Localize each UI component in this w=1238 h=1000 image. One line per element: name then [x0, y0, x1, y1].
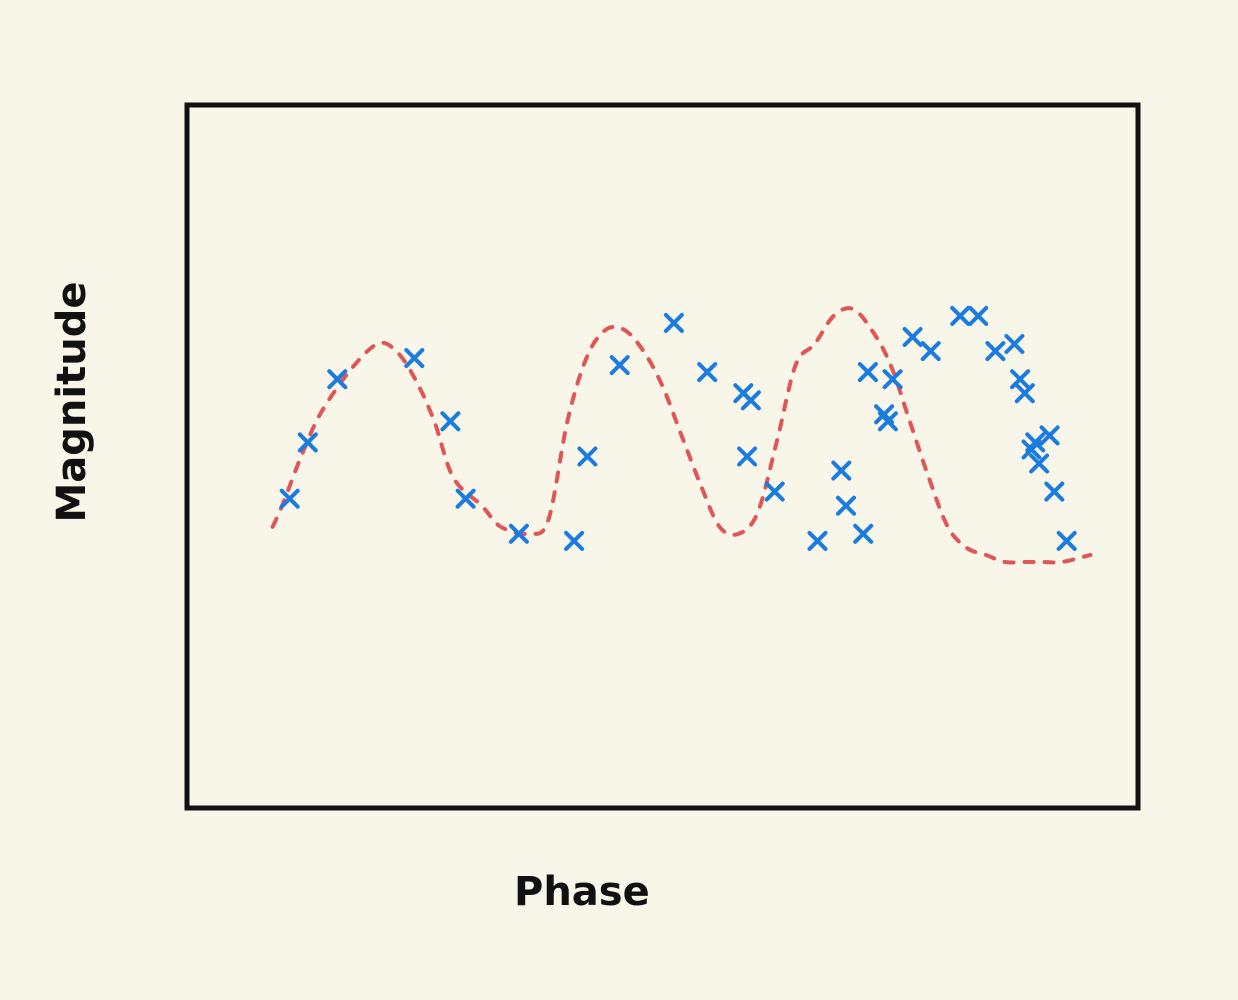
data-point-marker — [609, 355, 630, 376]
marker-stroke — [857, 362, 878, 383]
marker-stroke — [297, 432, 318, 453]
x-axis-label: Phase — [514, 869, 650, 915]
data-point-marker — [577, 446, 598, 467]
marker-stroke — [807, 530, 828, 551]
data-point-marker — [874, 404, 895, 425]
data-point-marker — [831, 460, 852, 481]
data-point-marker — [740, 390, 761, 411]
marker-stroke — [764, 481, 785, 502]
marker-stroke — [882, 369, 903, 390]
marker-stroke — [740, 390, 761, 411]
marker-stroke — [404, 348, 425, 369]
marker-stroke — [1044, 481, 1065, 502]
marker-stroke — [609, 355, 630, 376]
marker-stroke — [1039, 425, 1060, 446]
data-point-marker — [1044, 481, 1065, 502]
marker-stroke — [279, 488, 300, 509]
marker-stroke — [327, 369, 348, 390]
marker-stroke — [455, 488, 476, 509]
data-point-marker — [853, 523, 874, 544]
data-point-marker — [836, 495, 856, 516]
series-layer — [270, 305, 1093, 565]
marker-stroke — [697, 362, 718, 383]
marker-stroke — [920, 341, 941, 362]
marker-stroke — [1029, 453, 1050, 474]
data-point-marker — [1029, 453, 1050, 474]
data-point-marker — [950, 305, 971, 326]
data-point-marker — [327, 369, 348, 390]
data-point-marker — [697, 362, 718, 383]
data-point-marker — [882, 369, 903, 390]
marker-stroke — [831, 460, 852, 481]
marker-stroke — [440, 411, 461, 432]
data-point-marker — [404, 348, 425, 369]
data-point-marker — [857, 362, 878, 383]
marker-stroke — [985, 341, 1006, 362]
marker-stroke — [1004, 334, 1025, 354]
data-point-marker — [1004, 334, 1025, 354]
data-point-marker — [564, 530, 585, 551]
marker-stroke — [508, 523, 529, 544]
data-point-marker — [1025, 432, 1046, 453]
data-point-marker — [455, 488, 476, 509]
data-point-marker — [663, 312, 684, 333]
data-point-marker — [764, 481, 785, 502]
marker-stroke — [1010, 369, 1031, 390]
data-point-marker — [279, 488, 300, 509]
marker-stroke — [877, 411, 898, 432]
data-point-marker — [968, 305, 989, 326]
data-point-marker — [902, 327, 923, 347]
data-point-marker — [297, 432, 318, 453]
marker-stroke — [577, 446, 598, 467]
marker-stroke — [853, 523, 874, 544]
marker-stroke — [1056, 530, 1077, 551]
marker-stroke — [836, 495, 856, 516]
marker-stroke — [1025, 432, 1046, 453]
data-point-marker — [1010, 369, 1031, 390]
plot-frame — [184, 102, 1141, 811]
y-axis-label: Magnitude — [49, 281, 95, 523]
data-point-marker — [807, 530, 828, 551]
marker-stroke — [564, 530, 585, 551]
data-point-marker — [1056, 530, 1077, 551]
data-point-marker — [985, 341, 1006, 362]
marker-stroke — [737, 446, 758, 467]
marker-stroke — [968, 305, 989, 326]
data-point-marker — [737, 446, 758, 467]
marker-stroke — [950, 305, 971, 326]
marker-stroke — [663, 312, 684, 333]
marker-stroke — [902, 327, 923, 347]
data-point-marker — [920, 341, 941, 362]
marker-stroke — [1014, 383, 1035, 404]
data-point-marker — [1039, 425, 1060, 446]
data-point-marker — [508, 523, 529, 544]
dashed-model-curve — [270, 306, 1093, 565]
data-point-marker — [1014, 383, 1035, 404]
marker-stroke — [874, 404, 895, 425]
data-point-marker — [440, 411, 461, 432]
